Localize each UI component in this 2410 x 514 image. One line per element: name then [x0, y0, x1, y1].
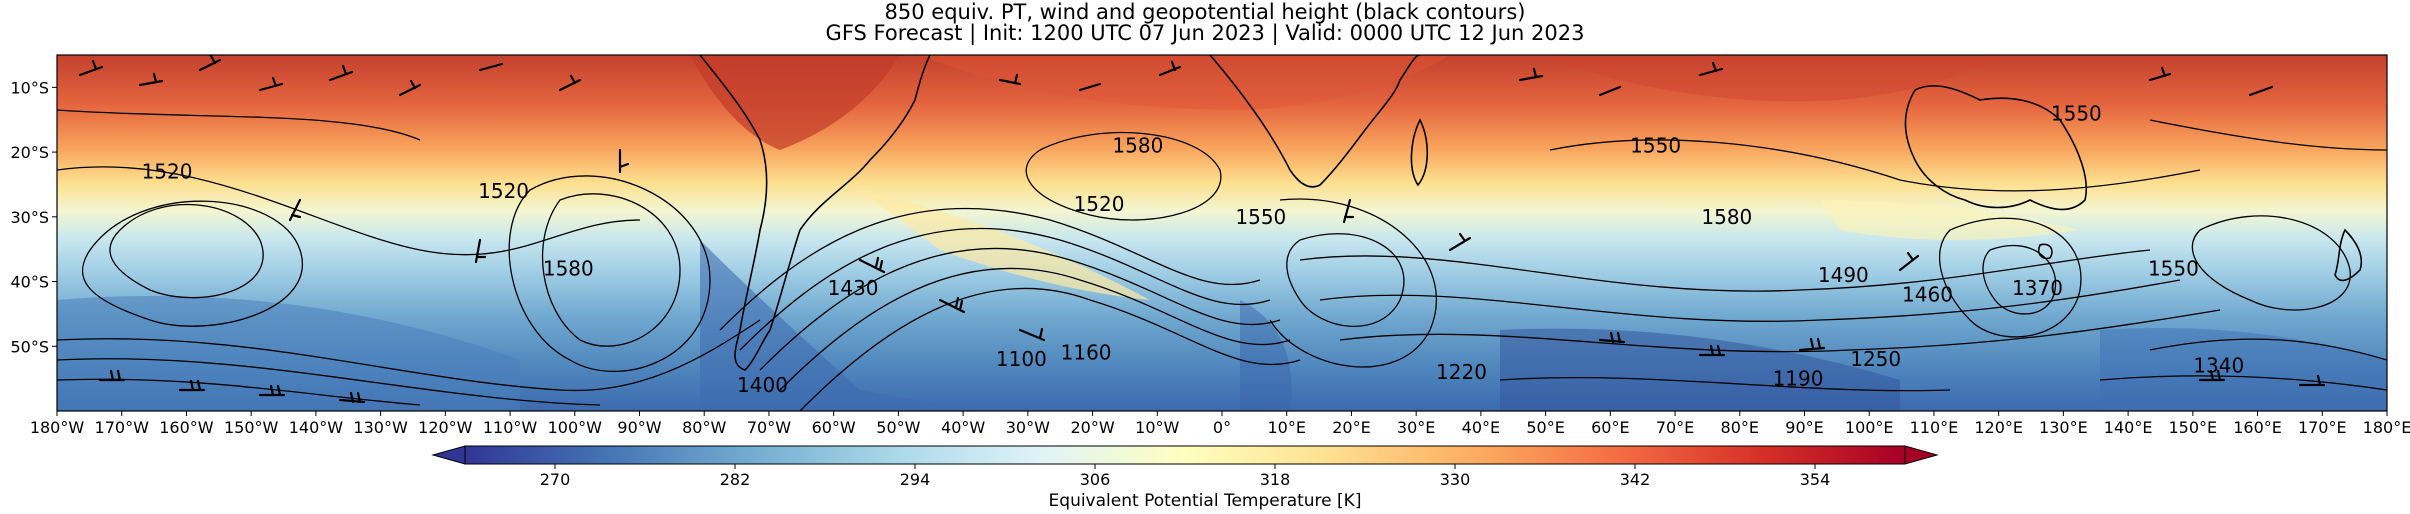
- colorbar-tick-label: 354: [1800, 470, 1831, 489]
- contour-label: 1430: [828, 276, 879, 300]
- longitude-tick-label: 30°W: [1006, 418, 1050, 437]
- longitude-tick-label: 100°E: [1845, 418, 1894, 437]
- new-zealand: [2334, 228, 2363, 282]
- colorbar-tick-label: 330: [1440, 470, 1471, 489]
- latitude-tick-label: 20°S: [10, 143, 49, 162]
- longitude-tick-label: 140°E: [2104, 418, 2153, 437]
- longitude-tick-label: 100°W: [548, 418, 603, 437]
- longitude-tick-label: 130°E: [2039, 418, 2088, 437]
- longitude-tick-label: 70°E: [1656, 418, 1694, 437]
- madagascar: [1410, 118, 1429, 187]
- tasmania: [2037, 243, 2053, 260]
- coastlines: [699, 55, 2363, 371]
- figure-title: 850 equiv. PT, wind and geopotential hei…: [884, 0, 1526, 24]
- contour-label: 1520: [1074, 192, 1125, 216]
- south-america-coast: [699, 55, 931, 371]
- contour-label: 1460: [1902, 282, 1953, 306]
- colorbar-max-extension: [1904, 445, 1939, 465]
- contour-label: 1550: [1630, 134, 1681, 158]
- longitude-tick-label: 110°W: [483, 418, 538, 437]
- contour-label: 1550: [1235, 205, 1286, 229]
- longitude-tick-label: 40°W: [941, 418, 985, 437]
- figure-subtitle: GFS Forecast | Init: 1200 UTC 07 Jun 202…: [825, 21, 1585, 45]
- latitude-tick-label: 10°S: [10, 78, 49, 97]
- latitude-tick-label: 30°S: [10, 208, 49, 227]
- longitude-tick-label: 20°W: [1070, 418, 1114, 437]
- longitude-tick-label: 50°W: [876, 418, 920, 437]
- colorbar-tick-label: 342: [1620, 470, 1651, 489]
- wind-barbs: [78, 55, 2326, 404]
- colorbar-tick-label: 306: [1080, 470, 1111, 489]
- contour-label: 1400: [737, 373, 788, 397]
- contour-label: 1160: [1061, 341, 1112, 365]
- longitude-tick-label: 150°E: [2169, 418, 2218, 437]
- longitude-tick-label: 80°E: [1721, 418, 1759, 437]
- longitude-tick-label: 120°E: [1974, 418, 2023, 437]
- colorbar-tick-label: 318: [1260, 470, 1291, 489]
- longitude-tick-label: 80°W: [682, 418, 726, 437]
- colorbar-min-extension: [431, 445, 466, 465]
- contour-label: 1370: [2012, 276, 2063, 300]
- longitude-tick-label: 60°W: [812, 418, 856, 437]
- longitude-tick-label: 20°E: [1332, 418, 1370, 437]
- latitude-tick-label: 50°S: [10, 337, 49, 356]
- field-anomalies: [57, 55, 2387, 411]
- latitude-tick-label: 40°S: [10, 273, 49, 292]
- longitude-tick-label: 0°: [1213, 418, 1231, 437]
- contour-label: 1340: [2193, 354, 2244, 378]
- longitude-tick-label: 40°E: [1462, 418, 1500, 437]
- contour-label: 1220: [1436, 360, 1487, 384]
- contour-label: 1580: [1112, 134, 1163, 158]
- longitude-tick-label: 160°E: [2233, 418, 2282, 437]
- map-field: 1520 1520 1580 1430 1400 1520 1580 1550 1100 1160…: [57, 55, 2387, 411]
- longitude-tick-label: 10°E: [1267, 418, 1305, 437]
- contour-label: 1520: [142, 160, 193, 184]
- longitude-tick-label: 160°W: [159, 418, 214, 437]
- longitude-tick-label: 130°W: [353, 418, 408, 437]
- longitude-tick-label: 90°W: [617, 418, 661, 437]
- contour-label: 1190: [1773, 367, 1824, 391]
- contour-label: 1250: [1850, 347, 1901, 371]
- latitude-ticks: 10°S 20°S 30°S 40°S 50°S: [10, 78, 57, 356]
- colorbar-label: Equivalent Potential Temperature [K]: [1048, 491, 1362, 511]
- contour-labels: 1520 1520 1580 1430 1400 1520 1580 1550 1100 1160…: [142, 101, 2245, 397]
- colorbar-tick-label: 282: [720, 470, 751, 489]
- longitude-tick-label: 140°W: [289, 418, 344, 437]
- longitude-tick-label: 110°E: [1910, 418, 1959, 437]
- longitude-tick-label: 180°W: [30, 418, 85, 437]
- contour-label: 1580: [543, 257, 594, 281]
- longitude-tick-label: 30°E: [1397, 418, 1435, 437]
- contour-label: 1550: [2051, 101, 2102, 125]
- longitude-ticks: 180°W 170°W 160°W 150°W 140°W 130°W 120°W 110°W…: [30, 411, 2410, 437]
- longitude-tick-label: 170°E: [2298, 418, 2347, 437]
- contour-label: 1550: [2148, 257, 2199, 281]
- longitude-tick-label: 120°W: [418, 418, 473, 437]
- longitude-tick-label: 90°E: [1785, 418, 1823, 437]
- longitude-tick-label: 70°W: [747, 418, 791, 437]
- contour-label: 1100: [996, 347, 1047, 371]
- contour-label: 1580: [1701, 205, 1752, 229]
- colorbar-ticks: 270 282 294 306 318 330 342 354: [540, 464, 1831, 489]
- colorbar-tick-label: 270: [540, 470, 571, 489]
- longitude-tick-label: 170°W: [95, 418, 150, 437]
- contour-label: 1490: [1818, 263, 1869, 287]
- longitude-tick-label: 60°E: [1591, 418, 1629, 437]
- longitude-tick-label: 150°W: [224, 418, 279, 437]
- colorbar: 270 282 294 306 318 330 342 354: [431, 445, 1939, 489]
- contour-label: 1520: [478, 179, 529, 203]
- longitude-tick-label: 10°W: [1135, 418, 1179, 437]
- colorbar-gradient: [464, 445, 1906, 465]
- geopotential-height-contours: [57, 109, 2387, 411]
- colorbar-tick-label: 294: [900, 470, 931, 489]
- australia-coast: [1904, 85, 2088, 211]
- africa-coast: [1209, 55, 1421, 188]
- longitude-tick-label: 50°E: [1526, 418, 1564, 437]
- longitude-tick-label: 180°E: [2363, 418, 2410, 437]
